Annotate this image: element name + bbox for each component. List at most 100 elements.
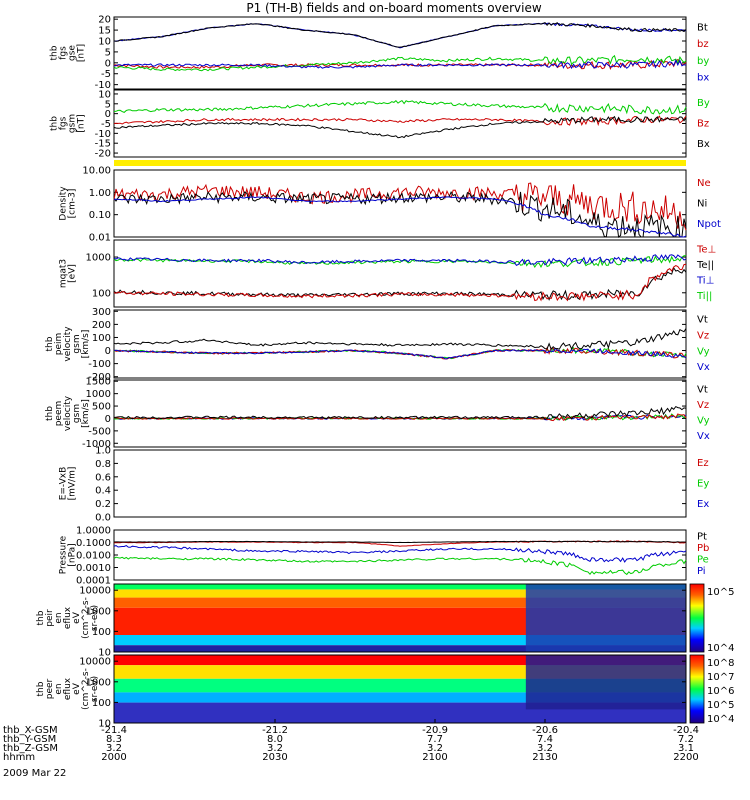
y-tick-label: -10 <box>95 80 111 91</box>
y-tick-label: 0.0 <box>95 513 111 524</box>
orbit-row-value: -20.6 <box>532 725 558 736</box>
y-tick-label: 1.00 <box>89 188 111 199</box>
y-tick-label: 500 <box>92 402 111 413</box>
y-axis-label: thb <box>50 116 60 131</box>
y-tick-label: 0.6 <box>95 472 111 483</box>
orbit-row-value: 7.2 <box>678 734 694 745</box>
orbit-row-value: 8.3 <box>106 734 122 745</box>
y-tick-label: 0.0001 <box>76 576 111 587</box>
y-axis-label: Pressure <box>59 535 69 574</box>
colorbar-tick-label: 10^8 <box>707 658 734 669</box>
y-tick-label: -15 <box>95 139 111 150</box>
panel-frame <box>113 16 687 90</box>
trace-Te-perp <box>113 263 687 302</box>
y-tick-label: 0.1000 <box>76 538 111 549</box>
trace-Bx <box>113 115 687 139</box>
y-axis-label: thb <box>45 336 55 351</box>
y-tick-label: 0.10 <box>89 210 111 221</box>
y-axis-label: velocity <box>63 395 73 431</box>
orbit-footer: thb_X-GSM -21.4 -21.2 -20.9 -20.6 -20.4 thb_Y-… <box>3 719 699 763</box>
legend-label: Vt <box>697 315 708 326</box>
trace-Npot <box>113 196 687 238</box>
trace-Ti-par <box>113 255 687 268</box>
panel-frame <box>113 169 687 238</box>
date-label: 2009 Mar 22 <box>3 768 66 779</box>
legend-label: Te⊥ <box>696 244 716 255</box>
y-tick-label: 100 <box>92 333 111 344</box>
legend-label: Pe <box>697 555 709 566</box>
trace-Bz <box>113 115 687 127</box>
panel-density: 10.00 1.00 0.10 0.01 Density [cm-3] Ne Ni Npot <box>59 166 721 244</box>
panel-temperature: 1000 100 mqat3 [eV] Te⊥ Te|| Ti⊥ Ti|| <box>59 239 716 308</box>
legend-label: Vz <box>697 400 709 411</box>
orbit-row-value: -20.9 <box>422 725 448 736</box>
trace-Vt <box>113 405 687 420</box>
y-tick-label: 10000 <box>79 657 111 668</box>
y-tick-label: 0 <box>105 414 111 425</box>
legend-label: Ex <box>697 499 709 510</box>
orbit-row-label: thb_Z-GSM <box>3 743 58 754</box>
y-tick-label: 10.00 <box>82 166 111 177</box>
panel-electron_spectrogram: 10^8 10^7 10^6 10^5 10^4 10000 1000 100 10 thb pee… <box>36 654 734 730</box>
y-axis-label: [nT] <box>77 44 87 62</box>
y-axis-label: velocity <box>63 326 73 362</box>
y-tick-label: 0 <box>105 346 111 357</box>
y-axis-label: fgs <box>59 116 69 130</box>
y-axis-label: en <box>54 683 64 694</box>
y-tick-label: -500 <box>88 426 111 437</box>
y-axis-label: en <box>54 612 64 623</box>
y-tick-label: 10 <box>98 37 111 48</box>
legend-label: Vz <box>697 330 709 341</box>
panel-ion_velocity: 300 200 100 0 -100 -200 thb peim velocity gsm [km/… <box>45 307 710 383</box>
y-tick-label: -100 <box>88 359 111 370</box>
y-axis-label: [km/s] <box>81 399 91 428</box>
y-axis-label: thb <box>36 681 46 696</box>
y-tick-label: 1500 <box>86 377 111 388</box>
orbit-row-value: 2130 <box>532 752 557 763</box>
y-tick-label: 0.2 <box>95 499 111 510</box>
orbit-row-value: -21.4 <box>101 725 127 736</box>
trace-Ni <box>113 191 687 238</box>
orbit-row-value: 7.4 <box>537 734 553 745</box>
y-axis-label: mqat3 <box>59 259 69 288</box>
y-axis-label: eV <box>72 611 82 624</box>
y-tick-label: 1000 <box>86 253 111 264</box>
colorbar <box>689 654 705 724</box>
orbit-row-value: 3.2 <box>106 743 122 754</box>
legend-label: Vy <box>697 346 710 357</box>
y-axis-label: peir <box>45 609 55 627</box>
y-tick-label: 5 <box>105 99 111 110</box>
trace-Vx <box>113 347 687 360</box>
trace-Pi <box>113 545 687 563</box>
y-axis-label: [cm-3] <box>68 189 78 219</box>
y-axis-label: thb <box>45 406 55 421</box>
y-tick-label: -1000 <box>82 439 111 450</box>
colorbar <box>689 583 705 653</box>
legend-label: Npot <box>697 219 721 230</box>
colorbar-tick-label: 10^4 <box>707 643 734 654</box>
y-tick-label: -5 <box>101 69 111 80</box>
legend-label: bz <box>697 39 709 50</box>
legend-label: Ey <box>697 479 709 490</box>
y-tick-label: -200 <box>88 372 111 383</box>
legend-label: Pb <box>697 543 709 554</box>
y-axis-label: gsm <box>68 114 78 133</box>
legend-label: Vt <box>697 384 708 395</box>
y-axis-label: eflux <box>63 606 73 629</box>
panel-frame <box>113 583 687 653</box>
spectrogram-band <box>114 645 686 652</box>
legend-label: Ti⊥ <box>696 276 714 287</box>
y-tick-label: 1.0000 <box>76 526 111 537</box>
spectrogram-band <box>114 597 686 608</box>
y-tick-label: 0.0100 <box>76 551 111 562</box>
colorbar-tick-label: 10^5 <box>707 700 734 711</box>
legend-label: Pi <box>697 566 706 577</box>
y-tick-label: 15 <box>98 26 111 37</box>
legend-label: Bz <box>697 119 709 130</box>
y-tick-label: 300 <box>92 307 111 318</box>
y-tick-label: -10 <box>95 129 111 140</box>
